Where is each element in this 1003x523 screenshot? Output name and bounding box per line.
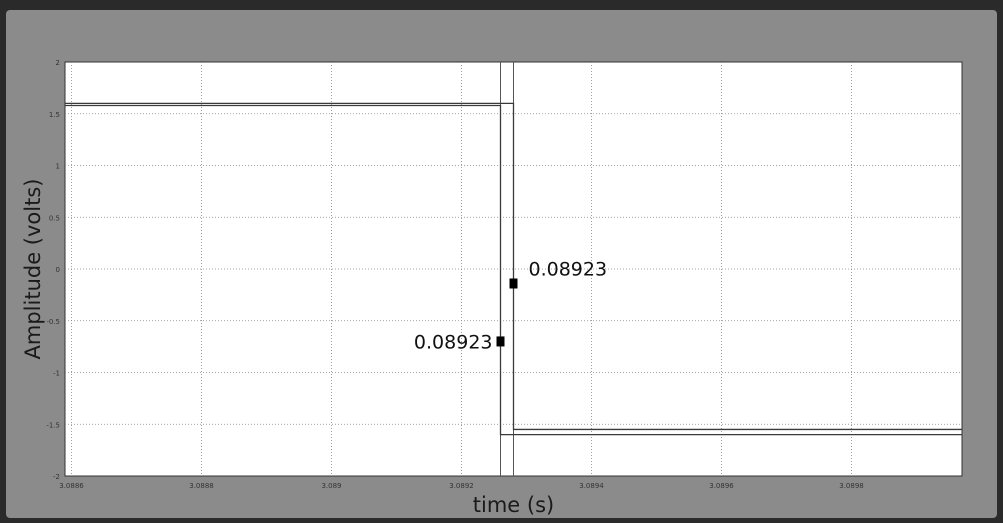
x-tick-label: 3.089 (321, 482, 341, 490)
y-tick-label: 1 (56, 163, 60, 171)
x-tick-label: 3.0898 (839, 482, 864, 490)
x-axis-label: time (s) (473, 493, 554, 517)
y-axis-label: Amplitude (volts) (21, 179, 45, 360)
series-line (65, 104, 962, 436)
x-tick-label: 3.0894 (579, 482, 604, 490)
y-tick-label: -0.5 (46, 318, 60, 326)
cursor-annotations: 0.08923 0.08923 (414, 258, 607, 353)
tick-labels: 3.0886 3.0888 3.089 3.0892 3.0894 3.0896 3.089… (46, 59, 863, 490)
x-tick-label: 3.0886 (59, 482, 84, 490)
x-tick-label: 3.0888 (189, 482, 214, 490)
series-lines (65, 102, 962, 436)
series-line (65, 102, 962, 431)
y-tick-label: -1 (53, 370, 60, 378)
y-tick-label: 0.5 (49, 214, 60, 222)
grid-lines (65, 62, 962, 476)
y-tick-label: -2 (53, 473, 60, 481)
x-tick-label: 3.0896 (709, 482, 734, 490)
y-tick-label: 1.5 (49, 111, 60, 119)
y-tick-label: -1.5 (46, 421, 60, 429)
cursor-marker (509, 278, 518, 289)
cursor-marker (496, 336, 505, 347)
cursor-value-label: 0.08923 (529, 258, 608, 280)
y-tick-label: 2 (56, 59, 60, 67)
x-tick-label: 3.0892 (449, 482, 474, 490)
y-tick-label: 0 (56, 266, 60, 274)
cursor-value-label: 0.08923 (414, 331, 493, 353)
